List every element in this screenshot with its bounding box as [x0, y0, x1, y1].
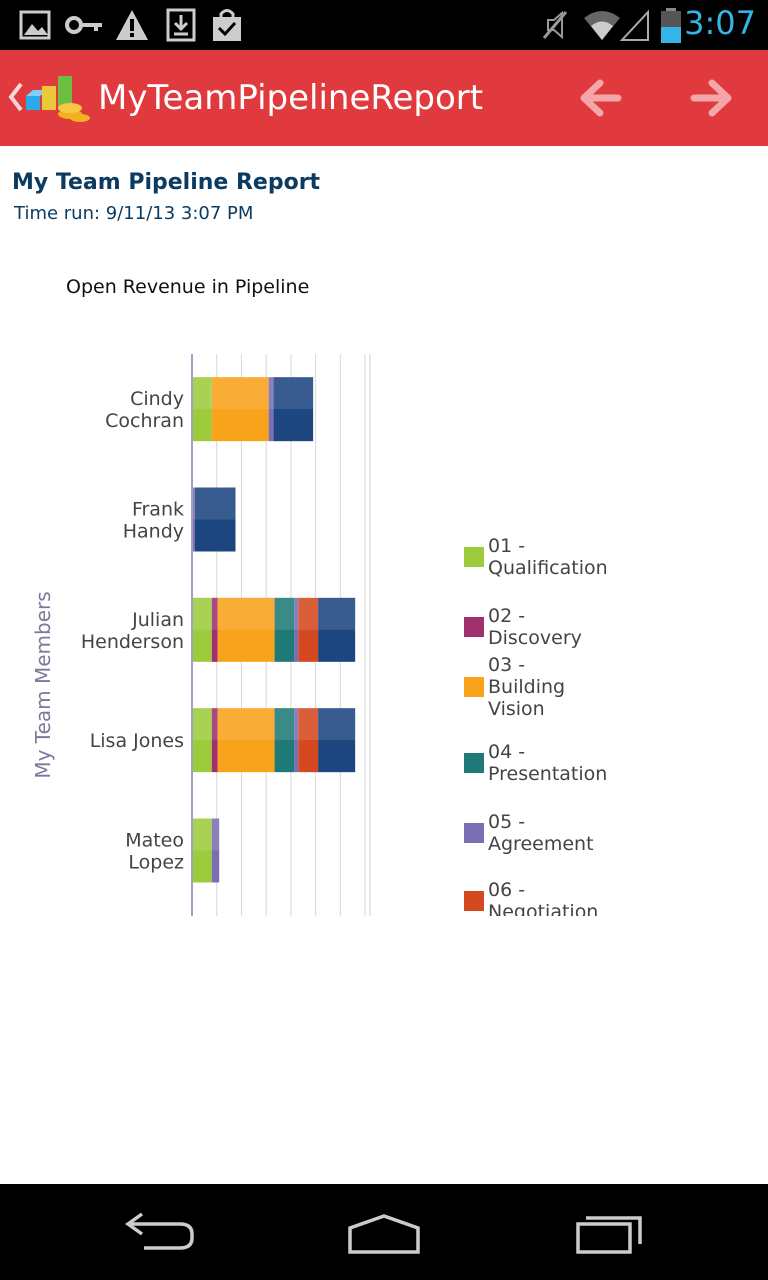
bar-segment	[211, 597, 218, 662]
bar-segment	[273, 377, 314, 442]
back-icon[interactable]	[118, 1204, 202, 1264]
legend-label: Agreement	[488, 833, 594, 855]
bar-highlight	[192, 818, 220, 851]
legend-label: Building	[488, 676, 565, 698]
bar-segment	[274, 597, 295, 662]
bar-segment	[211, 377, 269, 442]
bar-segment	[192, 708, 212, 773]
signal-icon	[620, 9, 649, 41]
home-icon[interactable]	[342, 1204, 426, 1264]
legend-swatch	[464, 753, 484, 773]
legend-swatch	[464, 617, 484, 637]
bar-segment	[192, 487, 195, 552]
status-bar: 3:07	[0, 0, 768, 50]
category-label: Henderson	[81, 631, 184, 653]
chevron-left-icon[interactable]	[4, 80, 26, 114]
legend-label: 05 -	[488, 811, 525, 833]
bar-segment	[192, 377, 212, 442]
app-bar: MyTeamPipelineReport	[0, 50, 768, 146]
bar-segment	[268, 377, 274, 442]
bar-segment	[298, 708, 319, 773]
recent-apps-icon[interactable]	[570, 1204, 654, 1264]
wifi-icon	[584, 11, 620, 40]
status-time: 3:07	[684, 4, 756, 42]
category-label: Mateo	[125, 830, 184, 852]
category-label: Lisa Jones	[90, 730, 184, 752]
bar-segment	[294, 708, 299, 773]
bar-segment	[217, 597, 275, 662]
bar-segment	[192, 818, 212, 883]
legend-label: 06 -	[488, 879, 525, 901]
legend-swatch	[464, 891, 484, 911]
download-icon	[166, 8, 196, 42]
bar-segment	[318, 597, 356, 662]
image-icon	[19, 10, 51, 40]
bar-highlight	[192, 487, 236, 520]
category-label: Cindy	[130, 388, 184, 410]
report-content: My Team Pipeline Report Time run: 9/11/1…	[0, 146, 768, 1184]
shopping-bag-icon	[213, 9, 241, 41]
navigation-bar	[0, 1184, 768, 1280]
report-time-run: Time run: 9/11/13 3:07 PM	[14, 203, 254, 224]
mute-icon	[542, 10, 568, 40]
bar-segment	[194, 487, 236, 552]
legend-label: Discovery	[488, 627, 582, 649]
category-label: Frank	[132, 499, 184, 521]
legend-label: 04 -	[488, 741, 525, 763]
bar-highlight	[192, 377, 314, 410]
key-icon	[65, 16, 102, 34]
arrow-left-icon[interactable]	[578, 78, 622, 118]
legend-swatch	[464, 677, 484, 697]
category-label: Cochran	[105, 410, 184, 432]
app-title: MyTeamPipelineReport	[98, 78, 484, 118]
legend-label: Presentation	[488, 763, 607, 785]
legend-swatch	[464, 547, 484, 567]
legend-label: Negotiation	[488, 901, 598, 916]
chart-title: Open Revenue in Pipeline	[66, 276, 310, 298]
category-label: Lopez	[128, 852, 184, 874]
bar-segment	[274, 708, 295, 773]
bar-segment	[192, 597, 212, 662]
bar-segment	[211, 818, 220, 883]
bar-highlight	[192, 597, 356, 630]
warning-icon	[116, 10, 148, 40]
bar-chart-coins-icon[interactable]	[24, 70, 92, 124]
y-axis-title: My Team Members	[31, 591, 55, 778]
legend-label: Vision	[488, 698, 545, 720]
bar-segment	[298, 597, 319, 662]
category-label: Julian	[131, 609, 184, 631]
battery-icon	[661, 8, 681, 43]
bar-highlight	[192, 708, 356, 741]
bar-segment	[217, 708, 275, 773]
arrow-right-icon[interactable]	[690, 78, 734, 118]
bar-segment	[211, 708, 218, 773]
legend-label: 02 -	[488, 605, 525, 627]
report-title: My Team Pipeline Report	[12, 170, 321, 195]
legend-label: Qualification	[488, 557, 608, 579]
legend-swatch	[464, 823, 484, 843]
bar-segment	[318, 708, 356, 773]
legend-label: 01 -	[488, 535, 525, 557]
bar-segment	[294, 597, 299, 662]
legend-label: 03 -	[488, 654, 525, 676]
category-label: Handy	[123, 521, 184, 543]
